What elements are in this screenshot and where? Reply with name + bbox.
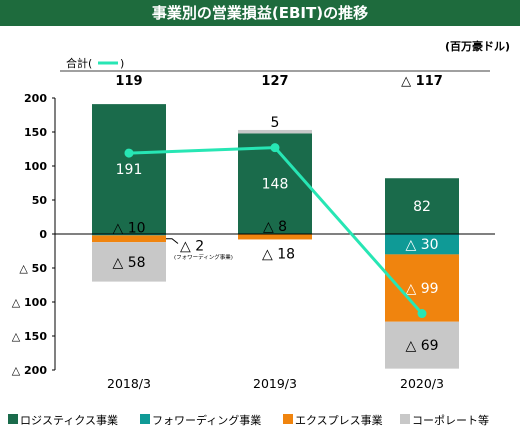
total-value-label: △ 117 (401, 74, 443, 89)
y-tick-label: 200 (24, 92, 47, 105)
callout-line (166, 238, 179, 244)
fwd-2018-note: (フォワーディング事業) (174, 253, 233, 261)
bar-segment-2-1 (92, 234, 166, 236)
data-label-1-3: 82 (413, 199, 431, 215)
legend-swatch-1 (8, 414, 18, 424)
category-label: 2019/3 (253, 376, 297, 391)
y-tick-label: 50 (32, 194, 48, 207)
data-label-3-3: △ 99 (405, 281, 438, 297)
y-tick-label: △ 50 (19, 262, 47, 275)
category-label: 2020/3 (400, 376, 444, 391)
y-tick-label: △ 100 (12, 296, 48, 309)
data-label-3-2: △ 8 (263, 219, 287, 235)
total-point (124, 148, 134, 158)
data-label-1-2: 148 (262, 177, 289, 193)
unit-label: (百万豪ドル) (444, 40, 510, 53)
data-label-4-1: △ 58 (112, 255, 145, 271)
exp-2019-outside-label: △ 18 (262, 247, 295, 263)
total-legend-label: 合計( (66, 56, 92, 70)
data-label-3-1: △ 10 (112, 220, 145, 236)
category-label: 2018/3 (107, 376, 151, 391)
y-tick-label: 150 (24, 126, 47, 139)
legend-label-3: エクスプレス事業 (295, 414, 383, 427)
y-tick-label: △ 150 (12, 330, 48, 343)
y-tick-label: 0 (39, 228, 47, 241)
bar-segment-4-3 (385, 321, 459, 369)
bar-segment-1-3 (385, 178, 459, 234)
total-value-label: 127 (261, 74, 288, 89)
bar-segment-2-3 (385, 234, 459, 255)
bar-segment-1-1 (92, 104, 166, 235)
data-label-2-3: △ 30 (405, 237, 438, 253)
legend-label-1: ロジスティクス事業 (20, 414, 118, 427)
legend-swatch-4 (400, 414, 410, 424)
data-label-1-1: 191 (116, 162, 143, 178)
bar-segment-4-2 (238, 129, 312, 134)
total-point (270, 143, 280, 153)
legend-swatch-2 (140, 414, 150, 424)
legend-swatch-3 (283, 414, 293, 424)
total-legend-close: ) (120, 57, 124, 70)
legend-label-4: コーポレート等 (412, 413, 489, 427)
fwd-2018-label: △ 2 (180, 239, 204, 255)
bar-segment-3-1 (92, 235, 166, 243)
chart-title: 事業別の営業損益(EBIT)の推移 (0, 0, 520, 26)
bar-segment-3-2 (238, 234, 312, 240)
data-label-4-3: △ 69 (405, 338, 438, 354)
bar-segment-4-1 (92, 242, 166, 282)
data-label-4-2: 5 (271, 115, 280, 131)
y-tick-label: △ 200 (12, 364, 48, 377)
legend-label-2: フォワーディング事業 (152, 413, 261, 427)
total-point (417, 309, 427, 319)
y-tick-label: 100 (24, 160, 47, 173)
total-value-label: 119 (115, 74, 142, 89)
